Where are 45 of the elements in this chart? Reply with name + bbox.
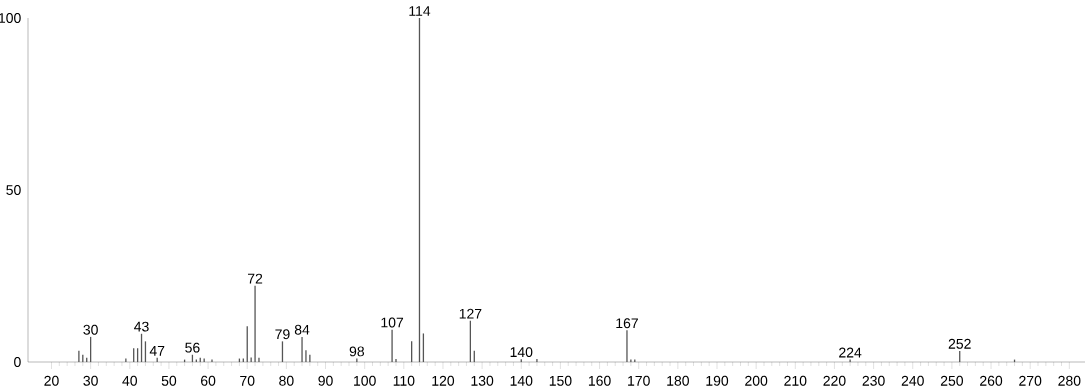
x-tick-label: 230 xyxy=(862,375,885,386)
x-tick-label: 180 xyxy=(667,375,689,386)
x-tick-label: 240 xyxy=(901,375,924,386)
annotation: 47 xyxy=(149,346,165,356)
annotation: 114 xyxy=(409,6,431,16)
x-tick-label: 130 xyxy=(471,375,494,386)
annotation: 127 xyxy=(459,308,482,319)
annotation: 167 xyxy=(616,318,638,329)
x-tick-label: 190 xyxy=(706,375,729,386)
annotation: 107 xyxy=(381,317,404,328)
y-tick-label: 100 xyxy=(0,13,21,23)
y-tick-label: 50 xyxy=(6,185,21,195)
annotation: 30 xyxy=(83,324,98,335)
y-tick-label: 0 xyxy=(14,357,21,367)
x-tick-label: 150 xyxy=(549,375,572,386)
annotation: 79 xyxy=(275,329,290,340)
x-tick-label: 200 xyxy=(745,375,768,386)
x-tick-label: 260 xyxy=(980,375,1003,386)
x-tick-label: 280 xyxy=(1058,375,1081,386)
x-tick-label: 30 xyxy=(83,375,98,386)
annotation: 43 xyxy=(134,321,149,332)
x-tick-label: 50 xyxy=(161,375,177,386)
annotation: 224 xyxy=(839,347,862,358)
x-tick-label: 250 xyxy=(940,375,964,386)
annotation: 252 xyxy=(948,338,971,349)
annotation: 98 xyxy=(349,346,365,357)
x-tick-label: 210 xyxy=(784,375,807,386)
x-tick-label: 120 xyxy=(432,375,455,386)
x-tick-label: 110 xyxy=(393,375,415,386)
x-tick-label: 90 xyxy=(318,375,333,386)
x-tick-label: 220 xyxy=(823,375,846,386)
x-tick-label: 270 xyxy=(1019,375,1042,386)
x-tick-label: 80 xyxy=(279,375,294,386)
annotation: 72 xyxy=(247,273,263,284)
annotation: 56 xyxy=(185,342,200,353)
x-tick-label: 20 xyxy=(44,375,59,386)
annotation: 84 xyxy=(294,324,310,335)
x-tick-label: 70 xyxy=(240,375,255,386)
x-tick-label: 160 xyxy=(588,375,611,386)
x-tick-label: 60 xyxy=(201,375,216,386)
x-tick-label: 170 xyxy=(628,375,650,386)
x-tick-label: 100 xyxy=(354,375,376,386)
x-tick-label: 140 xyxy=(510,375,533,386)
x-tick-label: 40 xyxy=(122,375,138,386)
annotation: 140 xyxy=(510,347,533,358)
